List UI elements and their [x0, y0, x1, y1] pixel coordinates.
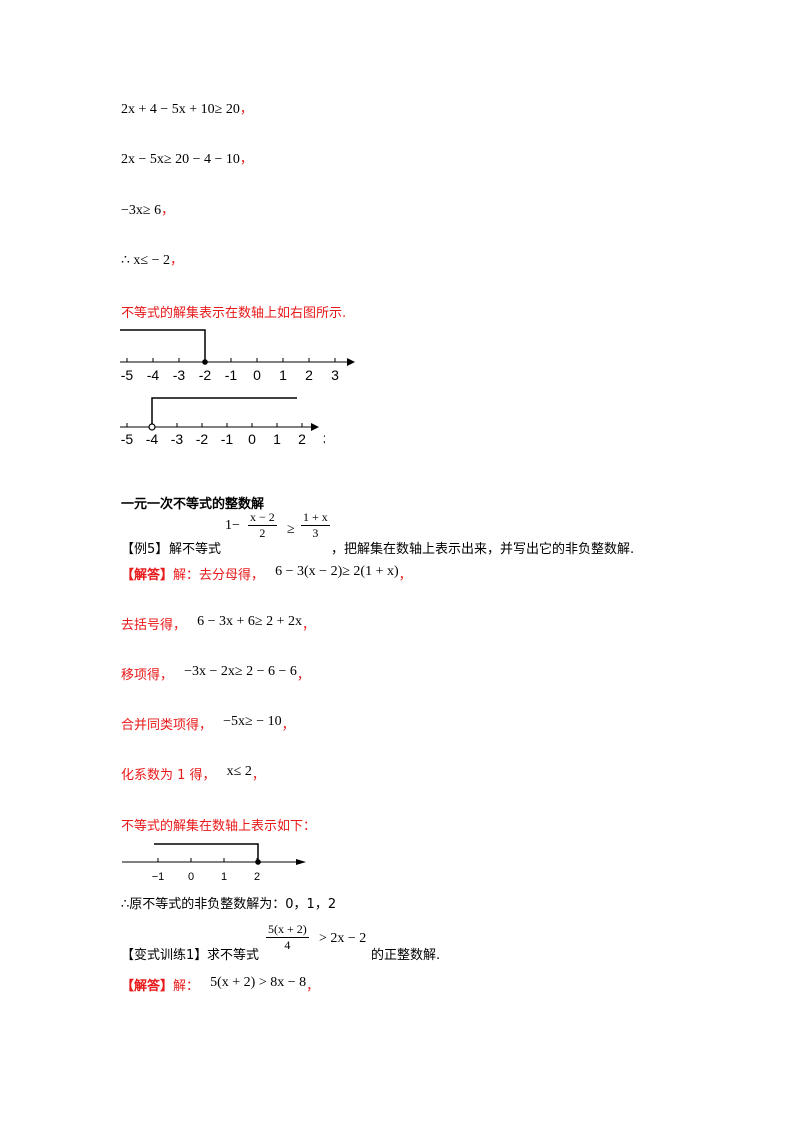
variant-tag: 【变式训练1】	[121, 948, 208, 963]
derivation-line-4: ∴ x≤ − 2，	[121, 252, 184, 268]
derivation-line-1: 2x + 4 − 5x + 10≥ 20，	[121, 101, 253, 117]
fraction-1: x − 2 2	[248, 510, 277, 540]
closed-endpoint	[202, 359, 208, 365]
tick-label: −1	[152, 871, 165, 882]
tick-label: 3	[331, 367, 339, 383]
derivation-line-2: 2x − 5x≥ 20 − 4 − 10，	[121, 151, 253, 167]
solution-bracket	[120, 329, 206, 362]
axis-arrow	[296, 859, 306, 865]
tick-label: -1	[225, 367, 238, 383]
fraction-2: 1 + x 3	[301, 510, 330, 540]
variant-prefix: 求不等式	[207, 948, 260, 963]
tick-label: 1	[273, 431, 281, 447]
open-endpoint	[148, 423, 156, 431]
step-1: 【解答】解：去分母得， 6 − 3(x − 2)≥ 2(1 + x)，	[121, 564, 412, 583]
solution-bracket	[151, 397, 297, 424]
variant-training-1: 【变式训练1】 求不等式 5(x + 2) 4 > 2x − 2 的正整数解.	[121, 922, 581, 963]
numberline-note-1: 不等式的解集表示在数轴上如右图所示.	[121, 306, 347, 321]
tick-label: 1	[279, 367, 287, 383]
tick-label: -3	[171, 431, 184, 447]
tick-label: -4	[146, 431, 159, 447]
variant-fraction: 5(x + 2) 4	[266, 922, 309, 952]
tick-label: 1	[221, 871, 227, 882]
tick-label: 2	[305, 367, 313, 383]
tick-label: -3	[173, 367, 186, 383]
tick-label: 3	[323, 431, 325, 447]
tick-label: -2	[196, 431, 209, 447]
variant-suffix: 的正整数解.	[371, 948, 441, 963]
tick-label: -2	[199, 367, 212, 383]
number-line-1: -5 -4 -3 -2 -1 0 1 2 3	[120, 329, 355, 383]
step-3: 移项得， −3x − 2x≥ 2 − 6 − 6，	[121, 664, 310, 683]
variant-answer: 【解答】解： 5(x + 2) > 8x − 8，	[121, 975, 320, 994]
tick-label: 0	[253, 367, 261, 383]
variant-ineq: > 2x − 2	[319, 931, 367, 946]
numberline-note-2: 不等式的解集在数轴上表示如下：	[121, 819, 317, 834]
tick-label: 2	[298, 431, 306, 447]
tick-label: 0	[248, 431, 256, 447]
closed-endpoint	[255, 859, 261, 865]
step-5: 化系数为 1 得， x≤ 2，	[121, 764, 265, 783]
example-tag: 【例5】	[121, 542, 169, 557]
step-4: 合并同类项得， −5x≥ − 10，	[121, 714, 295, 733]
ineq-const: 1−	[225, 518, 240, 533]
axis-arrow	[347, 358, 355, 366]
step-2: 去括号得， 6 − 3x + 6≥ 2 + 2x，	[121, 614, 315, 633]
axis-arrow	[311, 423, 319, 431]
ineq-sign: ≥	[287, 522, 295, 537]
tick-label: -1	[221, 431, 234, 447]
number-line-3: −1 0 1 2	[122, 843, 306, 882]
tick-label: -5	[121, 367, 134, 383]
conclusion: ∴原不等式的非负整数解为：0，1，2	[121, 897, 337, 912]
solution-bracket	[154, 843, 259, 862]
number-line-2: -5 -4 -3 -2 -1 0 1 2 3	[120, 397, 325, 447]
derivation-line-3: −3x≥ 6，	[121, 202, 175, 218]
tick-label: 0	[188, 871, 194, 882]
example-suffix: ，把解集在数轴上表示出来，并写出它的非负整数解.	[331, 542, 635, 557]
example-prefix: 解不等式	[169, 542, 222, 557]
tick-label: -5	[121, 431, 134, 447]
section-heading: 一元一次不等式的整数解	[121, 497, 265, 512]
tick-label: -4	[147, 367, 160, 383]
tick-label: 2	[254, 871, 260, 882]
